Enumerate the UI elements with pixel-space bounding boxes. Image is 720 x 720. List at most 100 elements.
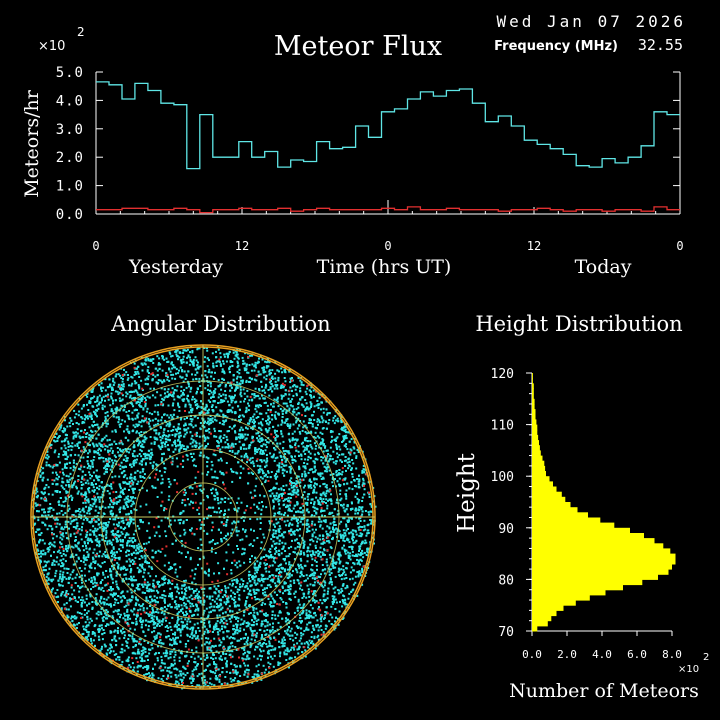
angular-point <box>227 446 230 449</box>
angular-point <box>322 407 325 410</box>
angular-point <box>326 413 329 416</box>
angular-point <box>328 553 331 556</box>
angular-point <box>225 559 228 562</box>
angular-point <box>236 591 239 594</box>
angular-point <box>202 454 205 457</box>
angular-point <box>348 592 351 595</box>
angular-point <box>83 451 86 454</box>
angular-point <box>74 544 77 547</box>
angular-point <box>245 625 248 628</box>
angular-point <box>184 593 187 596</box>
angular-point <box>229 365 232 368</box>
angular-point <box>89 402 92 405</box>
angular-point <box>98 453 101 456</box>
angular-point <box>103 643 106 646</box>
angular-point <box>83 421 86 424</box>
angular-point <box>213 637 216 640</box>
angular-point <box>130 511 133 514</box>
angular-point <box>102 422 104 425</box>
angular-point <box>261 394 263 397</box>
angular-point <box>271 578 273 581</box>
angular-point <box>240 426 243 429</box>
angular-point <box>239 472 242 475</box>
angular-point <box>281 395 284 398</box>
angular-point <box>262 472 265 475</box>
angular-point <box>220 395 223 397</box>
angular-point <box>98 427 100 430</box>
flux-series-total-line <box>96 81 680 170</box>
angular-point <box>104 576 107 579</box>
angular-point <box>107 457 110 460</box>
angular-point <box>207 614 210 617</box>
angular-point <box>131 635 134 638</box>
angular-point <box>277 521 280 524</box>
angular-point <box>144 397 147 400</box>
angular-point <box>207 615 210 618</box>
angular-point <box>35 531 38 533</box>
angular-point <box>161 437 164 440</box>
angular-point <box>94 634 97 637</box>
angular-point <box>312 540 315 543</box>
angular-point <box>236 375 239 378</box>
angular-point <box>126 590 129 593</box>
angular-point <box>53 439 55 442</box>
angular-point <box>102 460 105 463</box>
angular-point <box>243 662 246 665</box>
angular-point <box>256 657 259 660</box>
angular-point <box>323 509 326 512</box>
angular-point <box>304 415 307 417</box>
angular-point <box>218 414 221 417</box>
angular-point <box>147 359 150 362</box>
angular-point <box>208 606 211 609</box>
angular-point <box>278 581 281 584</box>
angular-point <box>257 448 259 451</box>
angular-point <box>194 356 197 359</box>
angular-point <box>111 430 114 433</box>
angular-point <box>147 541 150 544</box>
angular-point <box>174 642 177 645</box>
angular-point <box>38 528 41 531</box>
angular-point <box>189 529 191 531</box>
angular-point <box>140 450 143 453</box>
angular-point <box>85 499 88 502</box>
angular-point <box>151 647 154 650</box>
angular-point <box>210 419 213 422</box>
angular-point <box>131 382 134 385</box>
angular-point <box>142 407 145 410</box>
angular-point <box>314 447 317 450</box>
date-label: Wed Jan 07 2026 <box>497 12 687 31</box>
angular-point <box>207 496 209 499</box>
angular-point <box>61 468 64 471</box>
angular-point <box>285 506 287 509</box>
angular-point <box>345 561 348 564</box>
angular-point <box>208 624 211 627</box>
angular-point <box>56 518 59 521</box>
angular-point <box>127 614 130 617</box>
angular-point <box>228 637 231 640</box>
angular-point <box>151 413 154 416</box>
angular-point <box>283 589 286 592</box>
angular-point <box>349 552 352 555</box>
angular-point <box>323 572 326 575</box>
angular-point <box>157 413 160 416</box>
angular-point <box>198 454 201 457</box>
angular-point <box>250 471 253 474</box>
angular-point <box>174 631 177 634</box>
angular-point <box>133 628 136 631</box>
angular-point <box>42 476 45 479</box>
angular-point <box>194 666 197 669</box>
angular-point <box>198 590 200 593</box>
angular-point <box>304 446 307 449</box>
angular-point <box>311 523 313 526</box>
angular-point <box>258 357 260 360</box>
angular-point <box>353 441 356 444</box>
angular-point <box>268 394 271 397</box>
angular-point <box>120 441 123 444</box>
angular-point <box>80 493 83 496</box>
angular-point <box>140 455 143 458</box>
angular-point <box>165 677 168 680</box>
angular-point <box>153 429 156 432</box>
angular-point <box>305 524 308 527</box>
angular-point <box>61 545 64 548</box>
angular-point <box>297 445 300 448</box>
